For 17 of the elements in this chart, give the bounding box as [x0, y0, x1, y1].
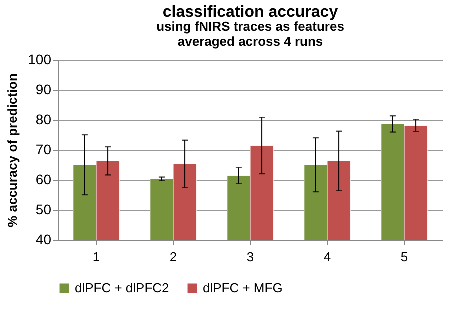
chart-title: classification accuracy [162, 4, 338, 21]
y-axis-title: % accuracy of prediction [5, 74, 20, 228]
y-tick-label: 70 [36, 142, 52, 158]
x-tick-label: 1 [92, 250, 100, 264]
y-tick-label: 90 [36, 82, 52, 98]
x-tick-label: 2 [170, 250, 178, 264]
y-tick-label: 50 [36, 202, 52, 218]
legend-label: dlPFC + MFG [203, 280, 283, 296]
x-tick-label: 3 [246, 250, 254, 264]
y-tick-label: 100 [28, 52, 52, 68]
y-tick-label: 60 [36, 172, 52, 188]
chart-subtitle: using fNIRS traces as features averaged across 4 runs [156, 19, 344, 49]
y-tick-label: 80 [36, 112, 52, 128]
legend-label: dlPFC + dlPFC2 [75, 280, 170, 296]
y-tick-label: 40 [36, 232, 52, 248]
x-tick-label: 5 [400, 250, 408, 264]
x-tick-label: 4 [324, 250, 332, 264]
